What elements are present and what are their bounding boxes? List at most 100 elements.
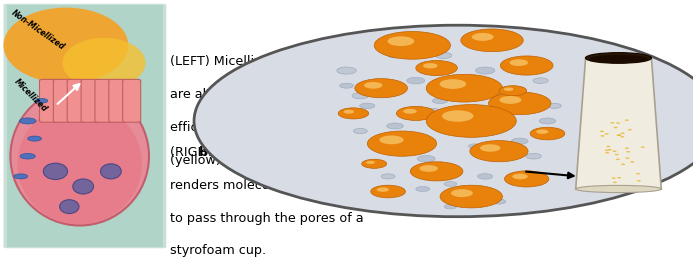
Circle shape bbox=[600, 135, 604, 137]
Circle shape bbox=[364, 82, 383, 89]
Circle shape bbox=[526, 154, 541, 159]
Circle shape bbox=[604, 133, 608, 135]
Text: Micellized: Micellized bbox=[13, 77, 49, 114]
Circle shape bbox=[426, 74, 502, 102]
Circle shape bbox=[613, 182, 617, 183]
Circle shape bbox=[440, 185, 502, 208]
Circle shape bbox=[387, 123, 403, 129]
Ellipse shape bbox=[576, 185, 661, 193]
Circle shape bbox=[536, 130, 548, 134]
Circle shape bbox=[500, 56, 553, 75]
FancyBboxPatch shape bbox=[7, 5, 163, 247]
Ellipse shape bbox=[17, 103, 142, 224]
Circle shape bbox=[530, 127, 565, 140]
Ellipse shape bbox=[43, 163, 67, 179]
Circle shape bbox=[616, 122, 620, 124]
Circle shape bbox=[461, 29, 523, 52]
FancyBboxPatch shape bbox=[109, 79, 127, 122]
FancyBboxPatch shape bbox=[3, 4, 166, 248]
Circle shape bbox=[410, 162, 463, 181]
Circle shape bbox=[388, 53, 402, 58]
Circle shape bbox=[338, 108, 369, 119]
Ellipse shape bbox=[62, 38, 146, 88]
FancyBboxPatch shape bbox=[123, 79, 141, 122]
Text: to pass through the pores of a: to pass through the pores of a bbox=[170, 212, 363, 225]
Circle shape bbox=[497, 92, 515, 99]
Text: (yellow) nutrients are not.: (yellow) nutrients are not. bbox=[170, 154, 336, 167]
Circle shape bbox=[532, 62, 549, 69]
Ellipse shape bbox=[60, 200, 79, 214]
Circle shape bbox=[444, 204, 457, 209]
Text: are absorbed by the body more: are absorbed by the body more bbox=[170, 88, 372, 101]
Circle shape bbox=[451, 189, 473, 197]
Circle shape bbox=[477, 174, 493, 179]
Circle shape bbox=[426, 105, 516, 137]
Circle shape bbox=[504, 88, 514, 91]
Circle shape bbox=[426, 108, 440, 113]
Circle shape bbox=[533, 78, 548, 83]
Ellipse shape bbox=[3, 8, 128, 83]
Circle shape bbox=[489, 92, 551, 115]
Circle shape bbox=[475, 67, 495, 74]
Circle shape bbox=[416, 60, 457, 76]
Circle shape bbox=[613, 127, 617, 128]
Circle shape bbox=[403, 109, 416, 114]
Circle shape bbox=[492, 199, 506, 204]
FancyBboxPatch shape bbox=[53, 79, 71, 122]
FancyBboxPatch shape bbox=[67, 79, 85, 122]
Circle shape bbox=[498, 116, 514, 121]
Circle shape bbox=[617, 134, 621, 136]
Text: (RIGHT): (RIGHT) bbox=[170, 146, 224, 159]
Circle shape bbox=[14, 174, 28, 179]
Circle shape bbox=[352, 93, 369, 99]
Circle shape bbox=[374, 143, 389, 149]
Circle shape bbox=[344, 110, 354, 114]
Circle shape bbox=[396, 106, 435, 120]
Circle shape bbox=[194, 25, 693, 217]
Circle shape bbox=[615, 154, 619, 155]
Circle shape bbox=[620, 133, 624, 134]
Circle shape bbox=[605, 152, 609, 154]
Circle shape bbox=[472, 33, 493, 41]
Circle shape bbox=[432, 98, 448, 104]
Text: renders molecules small enough: renders molecules small enough bbox=[170, 179, 378, 192]
Circle shape bbox=[381, 174, 395, 179]
Text: styrofoam cup.: styrofoam cup. bbox=[170, 244, 266, 257]
Circle shape bbox=[499, 86, 527, 96]
FancyBboxPatch shape bbox=[95, 79, 113, 122]
Text: (LEFT) Micellized (blue) nutrients: (LEFT) Micellized (blue) nutrients bbox=[170, 55, 380, 68]
Circle shape bbox=[617, 135, 622, 136]
Circle shape bbox=[600, 131, 604, 132]
Circle shape bbox=[355, 79, 407, 98]
FancyBboxPatch shape bbox=[40, 79, 58, 122]
Ellipse shape bbox=[10, 87, 149, 226]
Circle shape bbox=[360, 103, 375, 109]
Circle shape bbox=[637, 180, 641, 182]
Circle shape bbox=[505, 171, 549, 187]
Circle shape bbox=[613, 150, 617, 152]
Circle shape bbox=[377, 188, 389, 192]
Circle shape bbox=[442, 110, 473, 122]
Circle shape bbox=[617, 177, 621, 178]
Circle shape bbox=[337, 67, 356, 74]
Circle shape bbox=[367, 131, 437, 156]
Circle shape bbox=[620, 136, 624, 138]
Circle shape bbox=[625, 147, 629, 149]
Ellipse shape bbox=[100, 164, 121, 179]
Circle shape bbox=[512, 174, 528, 179]
Text: efficiently while non-micellized: efficiently while non-micellized bbox=[170, 121, 368, 134]
Circle shape bbox=[616, 159, 620, 160]
Circle shape bbox=[340, 83, 353, 88]
Circle shape bbox=[468, 144, 481, 148]
Circle shape bbox=[435, 52, 452, 59]
Circle shape bbox=[20, 154, 35, 159]
Ellipse shape bbox=[73, 179, 94, 194]
Circle shape bbox=[439, 79, 466, 89]
Circle shape bbox=[35, 98, 48, 103]
Circle shape bbox=[444, 182, 457, 186]
Circle shape bbox=[608, 149, 612, 150]
Circle shape bbox=[621, 164, 625, 165]
Circle shape bbox=[500, 96, 521, 104]
Circle shape bbox=[374, 32, 450, 59]
Circle shape bbox=[366, 161, 375, 164]
